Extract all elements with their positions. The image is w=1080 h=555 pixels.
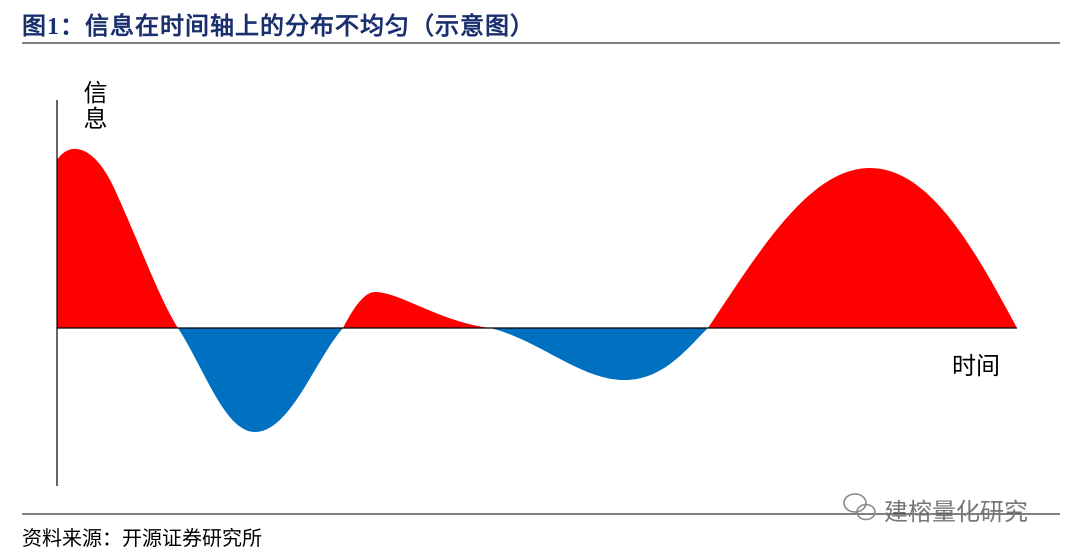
wechat-icon	[843, 493, 876, 521]
positive-area	[343, 292, 490, 328]
x-axis-label: 时间	[952, 352, 1000, 380]
negative-area	[490, 328, 708, 380]
y-axis-label: 信息	[79, 80, 107, 132]
source: 资料来源：开源证券研究所	[22, 528, 262, 550]
watermark: 建榕量化研究	[884, 498, 1028, 526]
positive-area	[708, 168, 1017, 328]
negative-area	[178, 328, 343, 432]
positive-area	[57, 148, 178, 328]
title: 图1：信息在时间轴上的分布不均匀（示意图）	[22, 14, 535, 40]
